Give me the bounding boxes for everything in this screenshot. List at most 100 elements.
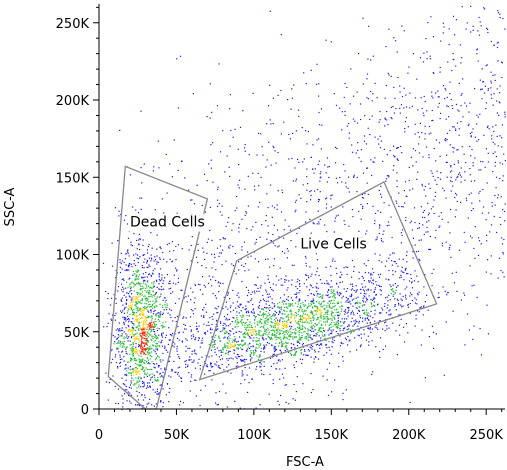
y-tick-label: 0 bbox=[81, 403, 89, 418]
data-point bbox=[282, 284, 284, 286]
data-point bbox=[114, 207, 117, 209]
data-point bbox=[162, 352, 164, 354]
data-point bbox=[449, 93, 451, 95]
data-point bbox=[331, 260, 333, 262]
data-point bbox=[434, 237, 436, 239]
data-point bbox=[124, 307, 126, 309]
data-point bbox=[407, 306, 409, 308]
data-point bbox=[263, 365, 265, 367]
data-point bbox=[143, 316, 145, 318]
data-point bbox=[366, 317, 369, 319]
data-point bbox=[144, 348, 146, 350]
data-point bbox=[312, 345, 314, 348]
data-point bbox=[151, 258, 153, 260]
data-point bbox=[165, 334, 167, 336]
data-point bbox=[225, 345, 227, 347]
data-point bbox=[241, 264, 243, 266]
data-point bbox=[417, 109, 419, 111]
data-point bbox=[283, 324, 285, 326]
data-point bbox=[154, 293, 156, 295]
data-point bbox=[260, 322, 262, 325]
gate-polygon-1[interactable] bbox=[198, 180, 438, 381]
data-point bbox=[293, 314, 295, 316]
data-point bbox=[153, 302, 155, 305]
data-point bbox=[379, 135, 381, 137]
data-point bbox=[267, 318, 269, 320]
data-point bbox=[147, 299, 149, 301]
data-point bbox=[140, 347, 142, 349]
data-point bbox=[279, 333, 281, 335]
data-point bbox=[405, 217, 407, 219]
data-point bbox=[294, 328, 296, 330]
data-point bbox=[151, 339, 153, 342]
data-point bbox=[227, 371, 229, 373]
data-point bbox=[485, 108, 487, 110]
data-point bbox=[142, 323, 144, 325]
data-point bbox=[470, 155, 472, 157]
data-point bbox=[333, 336, 335, 339]
data-point bbox=[341, 308, 343, 310]
data-point bbox=[270, 316, 272, 318]
data-point bbox=[479, 328, 481, 330]
data-point bbox=[164, 301, 166, 303]
data-point bbox=[315, 333, 317, 335]
data-point bbox=[256, 321, 258, 323]
data-point bbox=[326, 231, 328, 233]
data-point bbox=[156, 305, 158, 307]
data-point bbox=[127, 265, 129, 267]
data-point bbox=[383, 202, 385, 204]
data-point bbox=[211, 355, 213, 357]
data-point bbox=[385, 278, 387, 280]
data-point bbox=[225, 332, 227, 334]
data-point bbox=[433, 268, 435, 270]
data-point bbox=[156, 298, 158, 300]
data-point bbox=[185, 366, 187, 368]
data-point bbox=[122, 286, 124, 288]
data-point bbox=[274, 320, 276, 322]
data-point bbox=[286, 248, 288, 250]
data-point bbox=[379, 225, 381, 227]
data-point bbox=[302, 311, 304, 313]
data-point bbox=[353, 95, 355, 97]
data-point bbox=[135, 348, 137, 350]
data-point bbox=[271, 288, 273, 291]
data-point bbox=[289, 331, 291, 333]
data-point bbox=[136, 336, 138, 338]
data-point bbox=[430, 170, 432, 172]
data-point bbox=[367, 289, 370, 291]
data-point bbox=[157, 140, 159, 142]
data-point bbox=[273, 207, 276, 209]
data-point bbox=[324, 337, 326, 339]
data-point bbox=[432, 36, 435, 38]
data-point bbox=[138, 283, 140, 285]
data-point bbox=[339, 313, 341, 315]
data-point bbox=[252, 346, 254, 348]
data-point bbox=[344, 327, 346, 329]
data-point bbox=[270, 330, 272, 332]
data-point bbox=[320, 310, 322, 312]
data-point bbox=[406, 286, 408, 288]
data-point bbox=[249, 347, 251, 349]
data-point bbox=[416, 310, 419, 312]
data-point bbox=[344, 83, 346, 85]
data-point bbox=[385, 297, 387, 299]
data-point bbox=[392, 169, 394, 171]
data-point bbox=[318, 160, 320, 162]
data-point bbox=[352, 285, 354, 287]
data-point bbox=[386, 175, 388, 177]
data-point bbox=[280, 278, 282, 280]
data-point bbox=[426, 51, 428, 53]
data-point bbox=[134, 273, 136, 275]
data-point bbox=[235, 356, 237, 358]
data-point bbox=[401, 306, 403, 308]
data-point bbox=[143, 376, 145, 378]
data-point bbox=[146, 276, 148, 278]
data-point bbox=[336, 147, 338, 150]
data-point bbox=[141, 265, 143, 267]
data-point bbox=[154, 340, 157, 342]
data-point bbox=[125, 215, 127, 217]
data-point bbox=[151, 305, 153, 307]
data-point bbox=[498, 101, 500, 103]
data-point bbox=[236, 353, 238, 356]
data-point bbox=[340, 342, 343, 344]
